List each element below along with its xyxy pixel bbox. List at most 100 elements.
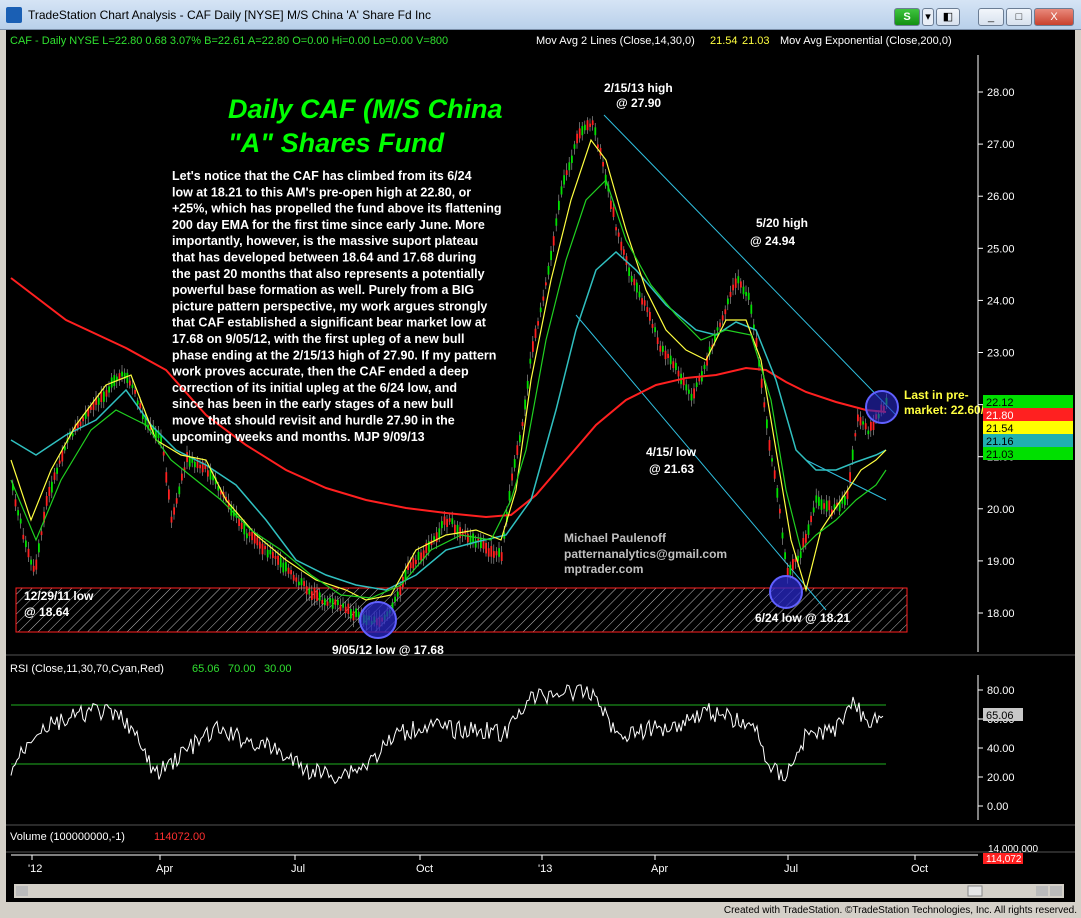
candle-body: [35, 559, 38, 570]
candle-body: [446, 518, 448, 527]
candle-body: [61, 450, 64, 462]
candle-body: [461, 532, 464, 537]
candle-body: [477, 538, 480, 543]
candle-body: [859, 417, 862, 426]
candle-body: [209, 469, 212, 480]
candle-body: [474, 540, 477, 548]
candle-body: [675, 362, 677, 371]
rsi-value-3: 30.00: [264, 663, 292, 675]
candle-body: [547, 265, 550, 275]
candle-body: [412, 557, 415, 569]
scroll-thumb[interactable]: [967, 885, 983, 897]
candle-body: [82, 417, 84, 422]
candle-body: [417, 551, 420, 561]
candle-body: [636, 282, 638, 293]
candle-body: [264, 546, 266, 550]
candle-body: [186, 452, 188, 463]
candle-body: [763, 402, 766, 408]
candle-body: [259, 541, 261, 549]
candle-body: [12, 483, 14, 491]
candle-body: [524, 399, 526, 410]
candle-body: [555, 218, 558, 226]
close-button[interactable]: X: [1034, 8, 1074, 26]
commentary-line: correction of its initial upleg at the 6…: [172, 381, 457, 395]
candle-body: [181, 473, 183, 481]
candle-body: [69, 431, 71, 437]
commentary-line: that CAF established a significant bear …: [172, 316, 487, 330]
candle-body: [290, 570, 292, 575]
minimize-button[interactable]: _: [978, 8, 1004, 26]
candle-body: [534, 328, 537, 338]
commentary-line: importantly, however, is the massive sup…: [172, 234, 478, 248]
candle-body: [129, 380, 131, 386]
candle-body: [451, 518, 454, 525]
price-tag-label: 21.54: [986, 423, 1014, 435]
price-tick-label: 20.00: [987, 504, 1015, 516]
candle-body: [545, 282, 547, 286]
symbol-link-s-button[interactable]: S: [894, 8, 920, 26]
candle-body: [750, 304, 753, 314]
candle-body: [51, 481, 53, 493]
candle-body: [550, 250, 552, 261]
candle-body: [467, 533, 469, 543]
candle-body: [802, 538, 805, 548]
candle-body: [643, 300, 646, 306]
candle-body: [630, 275, 633, 282]
candle-body: [526, 380, 529, 389]
candle-body: [136, 400, 139, 405]
candle-body: [407, 562, 409, 570]
candle-body: [344, 606, 347, 614]
ema-200-line: [10, 277, 887, 519]
candle-body: [724, 309, 727, 315]
candle-body: [287, 567, 290, 574]
price-tag-label: 21.03: [986, 449, 1014, 461]
author-name: Michael Paulenoff: [564, 531, 667, 545]
candle-body: [246, 533, 248, 539]
scroll-end-button[interactable]: [1050, 886, 1062, 896]
commentary-line: that has developed between 18.64 and 17.…: [172, 251, 476, 265]
scroll-right-arrow[interactable]: [1036, 886, 1048, 896]
candle-body: [662, 345, 664, 352]
chart-canvas[interactable]: CAF - Daily NYSE L=22.80 0.68 3.07% B=22…: [6, 30, 1075, 902]
candle-body: [828, 500, 831, 511]
rsi-tag-text: 65.06: [986, 710, 1014, 722]
candle-body: [318, 592, 321, 601]
candle-body: [578, 128, 581, 139]
annotation-low-9-05: 9/05/12 low @ 17.68: [332, 643, 444, 657]
candle-body: [391, 602, 394, 612]
menu-dropdown-button[interactable]: ▾: [922, 8, 934, 26]
candle-body: [773, 470, 776, 479]
candle-body: [823, 503, 825, 509]
price-tag: [983, 434, 1073, 447]
candle-body: [45, 496, 48, 506]
candle-body: [820, 499, 823, 510]
candle-body: [500, 552, 503, 561]
volume-tick: 14,000,000: [988, 844, 1038, 855]
time-tick-label: '12: [28, 863, 42, 875]
candle-body: [654, 327, 656, 333]
candle-body: [251, 531, 253, 541]
candle-body: [745, 291, 747, 296]
candle-body: [79, 421, 82, 426]
candle-body: [425, 542, 428, 554]
candle-body: [646, 307, 649, 313]
candle-body: [38, 543, 40, 553]
candle-body: [519, 435, 521, 443]
ma-label: Mov Avg 2 Lines (Close,14,30,0): [536, 35, 695, 47]
candle-body: [571, 155, 573, 163]
candle-body: [316, 589, 318, 601]
candle-body: [207, 470, 209, 477]
maximize-button[interactable]: □: [1006, 8, 1032, 26]
chart-svg[interactable]: CAF - Daily NYSE L=22.80 0.68 3.07% B=22…: [6, 30, 1075, 902]
candle-body: [71, 433, 74, 437]
rsi-tick-label: 40.00: [987, 743, 1015, 755]
chart-settings-button[interactable]: ◧: [936, 8, 960, 26]
horizontal-scrollbar[interactable]: [14, 884, 1064, 898]
candle-body: [282, 562, 285, 573]
trendline-upper: [603, 114, 897, 416]
candle-body: [833, 504, 836, 509]
scroll-left-arrow[interactable]: [16, 886, 28, 896]
candle-body: [131, 384, 134, 389]
time-axis: '12 Apr Jul Oct '13 Apr Jul Oct: [11, 854, 978, 875]
candle-body: [560, 186, 563, 195]
